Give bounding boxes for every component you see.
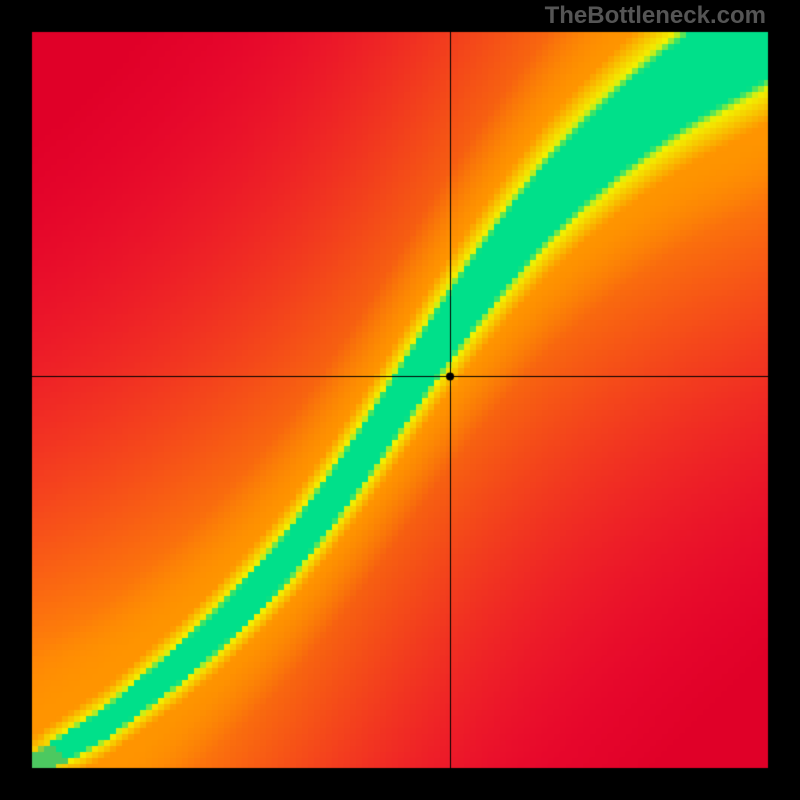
bottleneck-heatmap <box>0 0 800 800</box>
watermark-text: TheBottleneck.com <box>545 2 766 30</box>
chart-container: TheBottleneck.com <box>0 0 800 800</box>
